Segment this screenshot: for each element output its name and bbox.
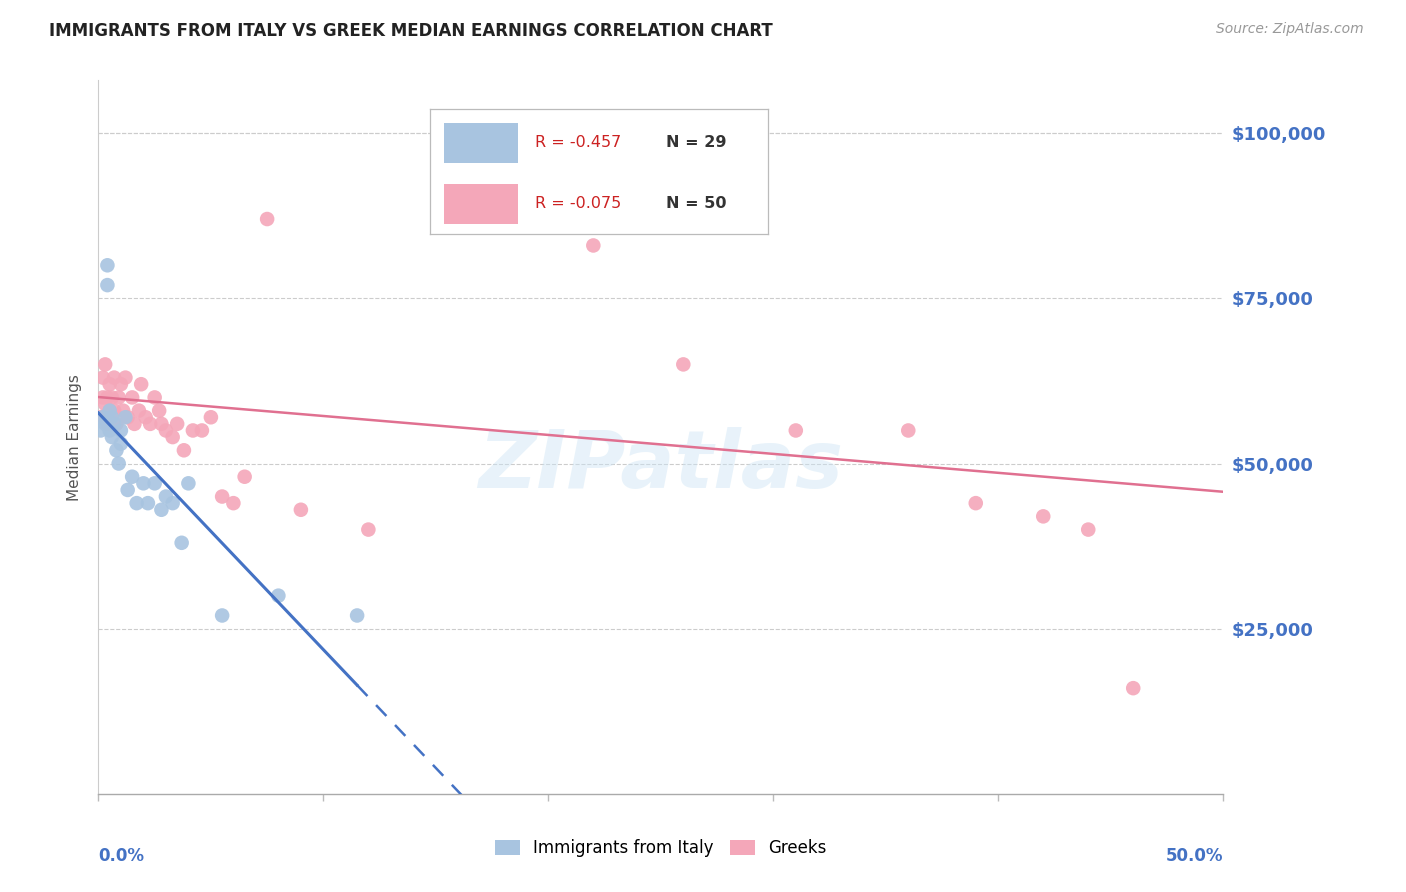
Point [91, 391, 114, 405]
Point [94, 358, 117, 372]
Point [110, 377, 132, 392]
Point [222, 496, 245, 510]
Point [128, 403, 150, 417]
Text: ZIPatlas: ZIPatlas [478, 426, 844, 505]
Point [143, 391, 166, 405]
Point [965, 496, 987, 510]
Point [101, 391, 124, 405]
Point [672, 358, 695, 372]
Point [103, 403, 125, 417]
Point [98, 403, 121, 417]
Point [1032, 509, 1054, 524]
Point [897, 424, 920, 438]
Point [110, 424, 132, 438]
Point [162, 430, 184, 444]
Point [125, 496, 148, 510]
Point [112, 403, 135, 417]
Point [346, 608, 368, 623]
Point [98, 377, 121, 392]
Point [91, 410, 114, 425]
Point [233, 469, 256, 483]
Point [139, 417, 162, 431]
Point [121, 469, 143, 483]
Point [1122, 681, 1144, 695]
Point [98, 424, 121, 438]
Point [96, 258, 118, 272]
Point [105, 443, 128, 458]
Point [166, 417, 188, 431]
Point [105, 417, 128, 431]
Point [117, 483, 139, 497]
Text: 0.0%: 0.0% [98, 847, 145, 865]
Point [181, 424, 204, 438]
Point [121, 391, 143, 405]
Point [143, 476, 166, 491]
Point [200, 410, 222, 425]
Point [103, 417, 125, 431]
Point [177, 476, 200, 491]
Point [290, 502, 312, 516]
Point [155, 490, 177, 504]
Point [101, 430, 124, 444]
Point [101, 410, 124, 425]
Point [150, 502, 173, 516]
Point [211, 608, 233, 623]
Point [357, 523, 380, 537]
Point [96, 391, 118, 405]
Point [132, 476, 155, 491]
Point [785, 424, 807, 438]
Point [90, 424, 112, 438]
Point [150, 417, 173, 431]
Point [447, 139, 470, 153]
Point [211, 490, 233, 504]
Point [191, 424, 214, 438]
Point [96, 417, 118, 431]
Text: Source: ZipAtlas.com: Source: ZipAtlas.com [1216, 22, 1364, 37]
Point [256, 212, 278, 227]
Point [1077, 523, 1099, 537]
Point [103, 370, 125, 384]
Point [135, 410, 157, 425]
Point [117, 410, 139, 425]
Point [515, 179, 537, 194]
Point [170, 536, 193, 550]
Point [110, 436, 132, 450]
Point [96, 278, 118, 293]
Point [107, 457, 129, 471]
Point [162, 496, 184, 510]
Point [173, 443, 195, 458]
Y-axis label: Median Earnings: Median Earnings [67, 374, 83, 500]
Point [107, 391, 129, 405]
Point [136, 496, 159, 510]
Point [94, 417, 117, 431]
Point [94, 397, 117, 411]
Text: IMMIGRANTS FROM ITALY VS GREEK MEDIAN EARNINGS CORRELATION CHART: IMMIGRANTS FROM ITALY VS GREEK MEDIAN EA… [49, 22, 773, 40]
Point [91, 370, 114, 384]
Text: 50.0%: 50.0% [1166, 847, 1223, 865]
Point [155, 424, 177, 438]
Legend: Immigrants from Italy, Greeks: Immigrants from Italy, Greeks [488, 833, 834, 864]
Point [114, 370, 136, 384]
Point [90, 410, 112, 425]
Point [267, 589, 290, 603]
Point [124, 417, 146, 431]
Point [98, 403, 121, 417]
Point [114, 410, 136, 425]
Point [148, 403, 170, 417]
Point [582, 238, 605, 252]
Point [129, 377, 152, 392]
